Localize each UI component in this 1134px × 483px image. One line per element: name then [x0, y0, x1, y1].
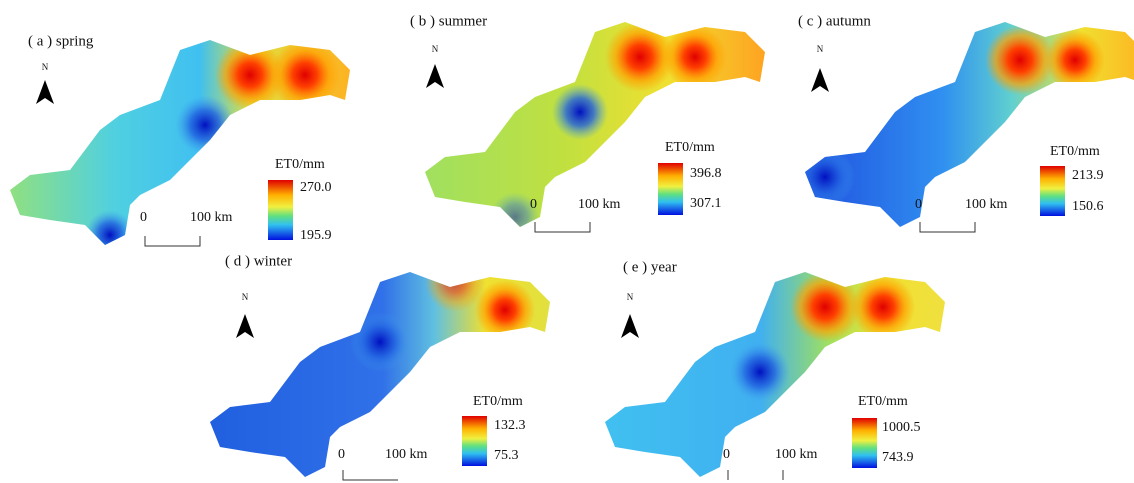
- panel: ( a ) spring N ET0/mm 270.0 195.9 0 100 …: [10, 30, 355, 260]
- panel: ( e ) year N ET0/mm 1000.5 743.9 0 100 k…: [605, 259, 950, 482]
- legend-min: 307.1: [690, 196, 722, 211]
- scale-start: 0: [723, 447, 730, 462]
- north-label: N: [627, 292, 634, 302]
- panel-label: ( c ) autumn: [798, 13, 871, 29]
- legend-min: 743.9: [882, 450, 914, 465]
- scale-end: 100 km: [190, 210, 233, 225]
- legend-max: 270.0: [300, 180, 332, 195]
- north-label: N: [432, 44, 439, 54]
- legend-min: 75.3: [494, 448, 519, 463]
- legend-title: ET0/mm: [275, 157, 325, 172]
- legend-title: ET0/mm: [858, 394, 908, 409]
- legend-title: ET0/mm: [665, 140, 715, 155]
- scale-end: 100 km: [385, 447, 428, 462]
- north-label: N: [42, 62, 49, 72]
- panel-label: ( d ) winter: [225, 253, 292, 269]
- panel: ( b ) summer N ET0/mm 396.8 307.1 0 100 …: [410, 0, 770, 242]
- legend-max: 213.9: [1072, 168, 1104, 183]
- figure: ( a ) spring N ET0/mm 270.0 195.9 0 100 …: [0, 0, 1134, 483]
- north-label: N: [817, 44, 824, 54]
- legend-title: ET0/mm: [1050, 144, 1100, 159]
- legend-max: 396.8: [690, 166, 722, 181]
- scale-end: 100 km: [775, 447, 818, 462]
- panel-label: ( b ) summer: [410, 13, 487, 29]
- legend-min: 195.9: [300, 228, 332, 243]
- legend-max: 1000.5: [882, 420, 921, 435]
- scale-start: 0: [338, 447, 345, 462]
- legend-min: 150.6: [1072, 199, 1104, 214]
- scale-end: 100 km: [965, 197, 1008, 212]
- legend-title: ET0/mm: [473, 394, 523, 409]
- scale-end: 100 km: [578, 197, 621, 212]
- scale-start: 0: [530, 197, 537, 212]
- scale-start: 0: [915, 197, 922, 212]
- map: [10, 30, 355, 260]
- panel-label: ( a ) spring: [28, 33, 94, 49]
- legend-max: 132.3: [494, 418, 526, 433]
- north-label: N: [242, 292, 249, 302]
- panel-label: ( e ) year: [623, 259, 677, 275]
- panel: ( c ) autumn N ET0/mm 213.9 150.6 0 100 …: [795, 12, 1134, 232]
- panel: ( d ) winter N ET0/mm 132.3 75.3 0 100 k…: [210, 252, 555, 482]
- scale-start: 0: [140, 210, 147, 225]
